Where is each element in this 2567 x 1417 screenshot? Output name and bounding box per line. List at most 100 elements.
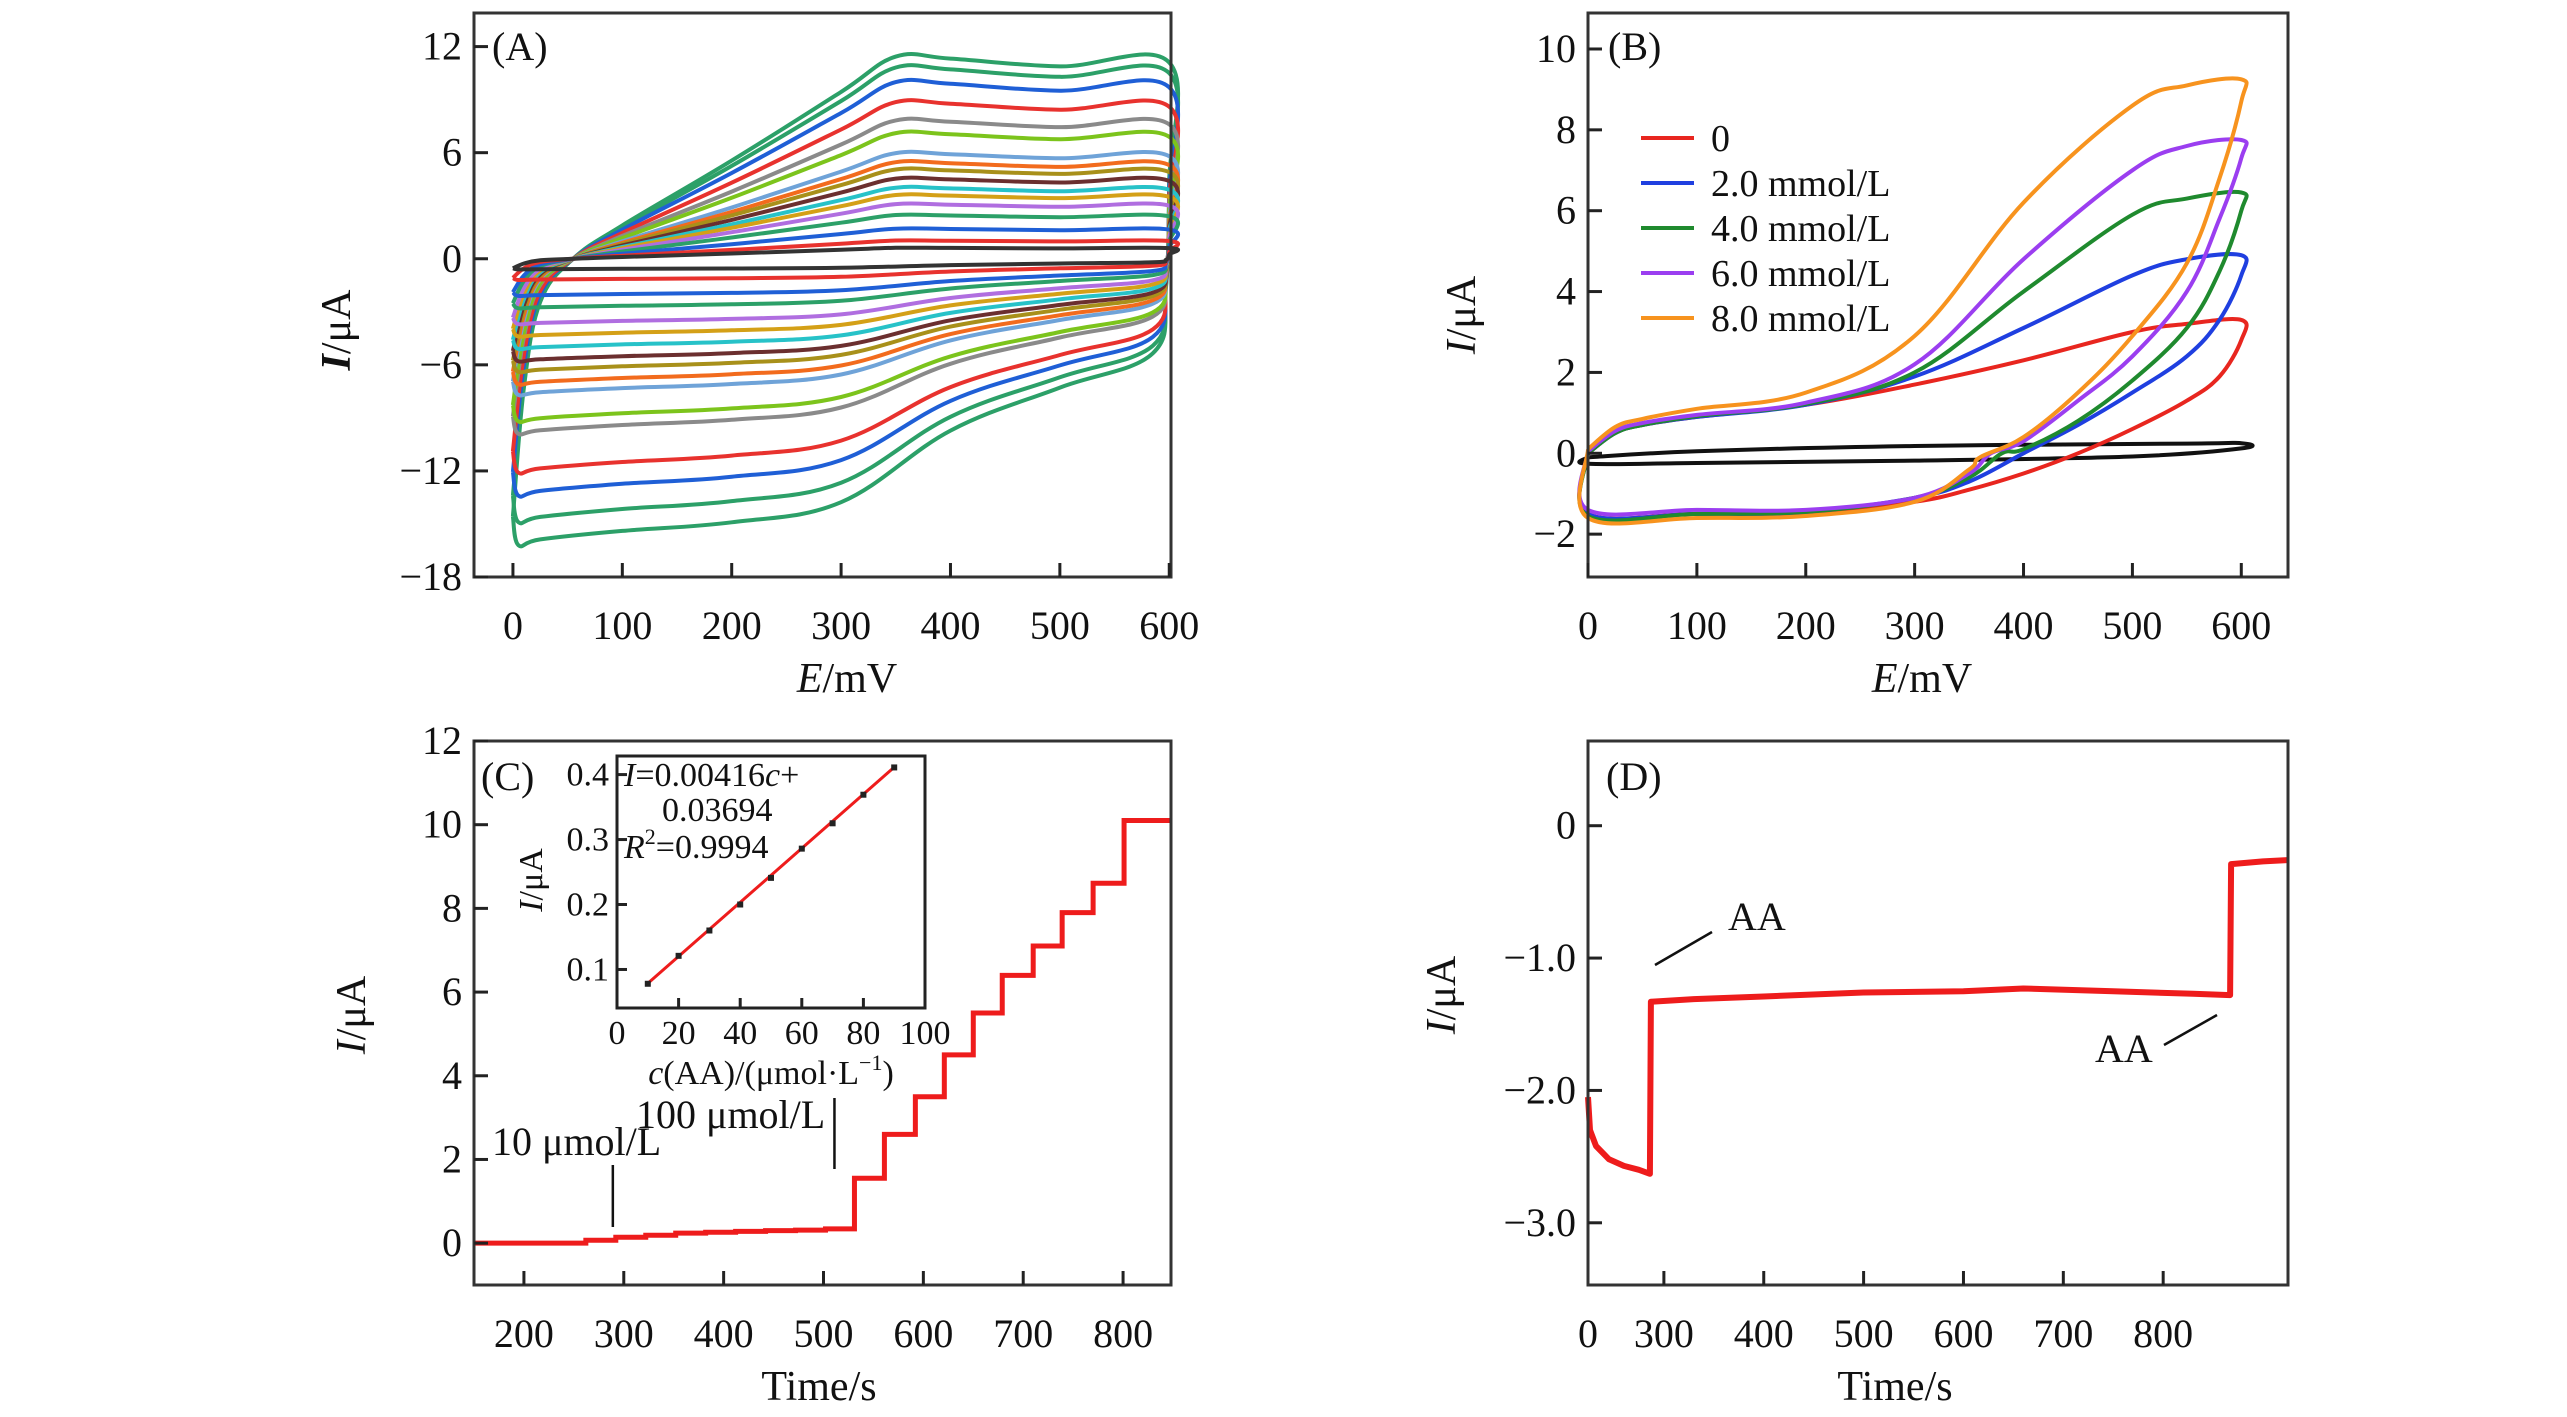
inset-equation-line1: I=0.00416c+ — [623, 757, 799, 794]
panel-b-ylabel-var: I — [1439, 338, 1485, 355]
x-tick-label: 40 — [723, 1015, 757, 1052]
x-tick-label: 200 — [494, 1311, 554, 1356]
panel-a-ylabel-var: I — [314, 352, 360, 371]
panel-a: 0 100 200 300 400 500 600 12 6 0 −6 −12 −18 (A) E/mV… — [314, 11, 1199, 702]
x-tick-label: 700 — [993, 1311, 1053, 1356]
eq-plus: + — [780, 757, 799, 794]
panel-d-curves — [1585, 857, 2289, 1177]
panel-b-xlabel-unit: /mV — [1897, 656, 1972, 702]
y-tick-label: 8 — [1556, 107, 1576, 152]
y-tick-label: 0 — [442, 236, 462, 281]
x-tick-label: 200 — [1776, 603, 1836, 648]
panel-b-legend: 02.0 mmol/L4.0 mmol/L6.0 mmol/L8.0 mmol/… — [1641, 118, 1890, 340]
annotation-aa-second-leader — [2163, 1013, 2218, 1047]
legend-label: 4.0 mmol/L — [1711, 208, 1890, 250]
panel-c-ylabel-unit: /μA — [329, 975, 375, 1040]
inset-marks — [644, 764, 898, 987]
y-tick-label: 12 — [422, 718, 462, 763]
panel-b-xlabel: E/mV — [1871, 656, 1972, 702]
y-tick-label: 2 — [1556, 349, 1576, 394]
y-tick-label: 8 — [442, 885, 462, 930]
panel-c-label: (C) — [481, 754, 534, 799]
panel-c-annotations: 10 μmol/L 100 μmol/L — [492, 1092, 836, 1227]
data-point — [737, 901, 744, 908]
cv-curve — [1577, 440, 2255, 467]
x-tick-label: 500 — [2102, 603, 2162, 648]
x-tick-label: 700 — [2033, 1311, 2093, 1356]
annotation-aa-first: AA — [1728, 894, 1786, 939]
annotation-10-umol: 10 μmol/L — [492, 1119, 661, 1164]
panel-b-ticks: 0 100 200 300 400 500 600 10 8 6 4 2 0 −2 — [1533, 26, 2271, 648]
y-tick-label: 0.4 — [567, 757, 610, 794]
x-tick-label: 300 — [1885, 603, 1945, 648]
panel-a-xlabel: E/mV — [796, 656, 897, 702]
panel-a-xlabel-var: E — [796, 656, 823, 702]
x-tick-label: 0 — [503, 603, 523, 648]
panel-a-ylabel-unit: /μA — [314, 289, 360, 354]
y-tick-label: 0.2 — [567, 887, 610, 924]
data-point — [644, 980, 651, 987]
y-tick-label: 0 — [442, 1220, 462, 1265]
eq-var-i: I — [623, 757, 637, 794]
inset-ylabel: I/μA — [513, 848, 550, 913]
y-tick-label: 6 — [1556, 188, 1576, 233]
x-tick-label: 600 — [2211, 603, 2271, 648]
x-tick-label: 400 — [694, 1311, 754, 1356]
y-tick-label: 0.3 — [567, 822, 610, 859]
panel-a-frame — [472, 11, 1173, 579]
cv-curve — [1577, 76, 2249, 526]
x-tick-label: 400 — [920, 603, 980, 648]
panel-a-xlabel-unit: /mV — [822, 656, 897, 702]
panel-a-ylabel: I/μA — [314, 289, 360, 372]
inset-xlabel-sup: −1 — [859, 1050, 882, 1075]
data-point — [829, 820, 836, 827]
y-tick-label: −18 — [399, 554, 462, 599]
x-tick-label: 500 — [793, 1311, 853, 1356]
panel-a-label: (A) — [492, 24, 548, 69]
x-tick-label: 100 — [592, 603, 652, 648]
x-tick-label: 80 — [846, 1015, 880, 1052]
y-tick-label: −12 — [399, 448, 462, 493]
panel-b-label: (B) — [1608, 24, 1661, 69]
y-tick-label: 0 — [1556, 803, 1576, 848]
legend-label: 0 — [1711, 118, 1730, 160]
panel-b-xlabel-var: E — [1871, 656, 1898, 702]
y-tick-label: 6 — [442, 969, 462, 1014]
data-point — [706, 927, 713, 934]
x-tick-label: 100 — [1667, 603, 1727, 648]
x-tick-label: 400 — [1994, 603, 2054, 648]
x-tick-label: 300 — [594, 1311, 654, 1356]
panel-c-ylabel-var: I — [329, 1038, 375, 1055]
x-tick-label: 0 — [609, 1015, 626, 1052]
annotation-aa-second: AA — [2095, 1026, 2153, 1071]
panel-c-ylabel: I/μA — [329, 975, 375, 1055]
x-tick-label: 400 — [1734, 1311, 1794, 1356]
x-tick-label: 100 — [900, 1015, 951, 1052]
panel-c-curves — [474, 818, 1171, 1246]
inset-ticks: 0 20 40 60 80 100 0.4 0.3 0.2 0.1 — [567, 757, 951, 1052]
x-tick-label: 200 — [702, 603, 762, 648]
legend-label: 8.0 mmol/L — [1711, 298, 1890, 340]
data-point — [768, 874, 774, 881]
inset-xlabel-var: c — [648, 1055, 663, 1092]
panel-d-ylabel: I/μA — [1419, 955, 1465, 1035]
y-tick-label: 2 — [442, 1136, 462, 1181]
inset-equation-line2: 0.03694 — [662, 792, 773, 829]
annotation-100-umol: 100 μmol/L — [636, 1092, 825, 1137]
inset-xlabel-close: ) — [882, 1055, 893, 1092]
y-tick-label: −2.0 — [1503, 1067, 1576, 1112]
data-point — [860, 791, 867, 798]
panel-b-frame — [1586, 11, 2290, 579]
x-tick-label: 800 — [1093, 1311, 1153, 1356]
x-tick-label: 500 — [1030, 603, 1090, 648]
panel-d-ylabel-var: I — [1419, 1018, 1465, 1035]
y-tick-label: 12 — [422, 24, 462, 69]
y-tick-label: 10 — [1536, 26, 1576, 71]
inset-xlabel-unit: (AA)/(μmol·L — [663, 1055, 859, 1092]
data-point — [798, 845, 805, 852]
panel-d-ylabel-unit: /μA — [1419, 955, 1465, 1020]
